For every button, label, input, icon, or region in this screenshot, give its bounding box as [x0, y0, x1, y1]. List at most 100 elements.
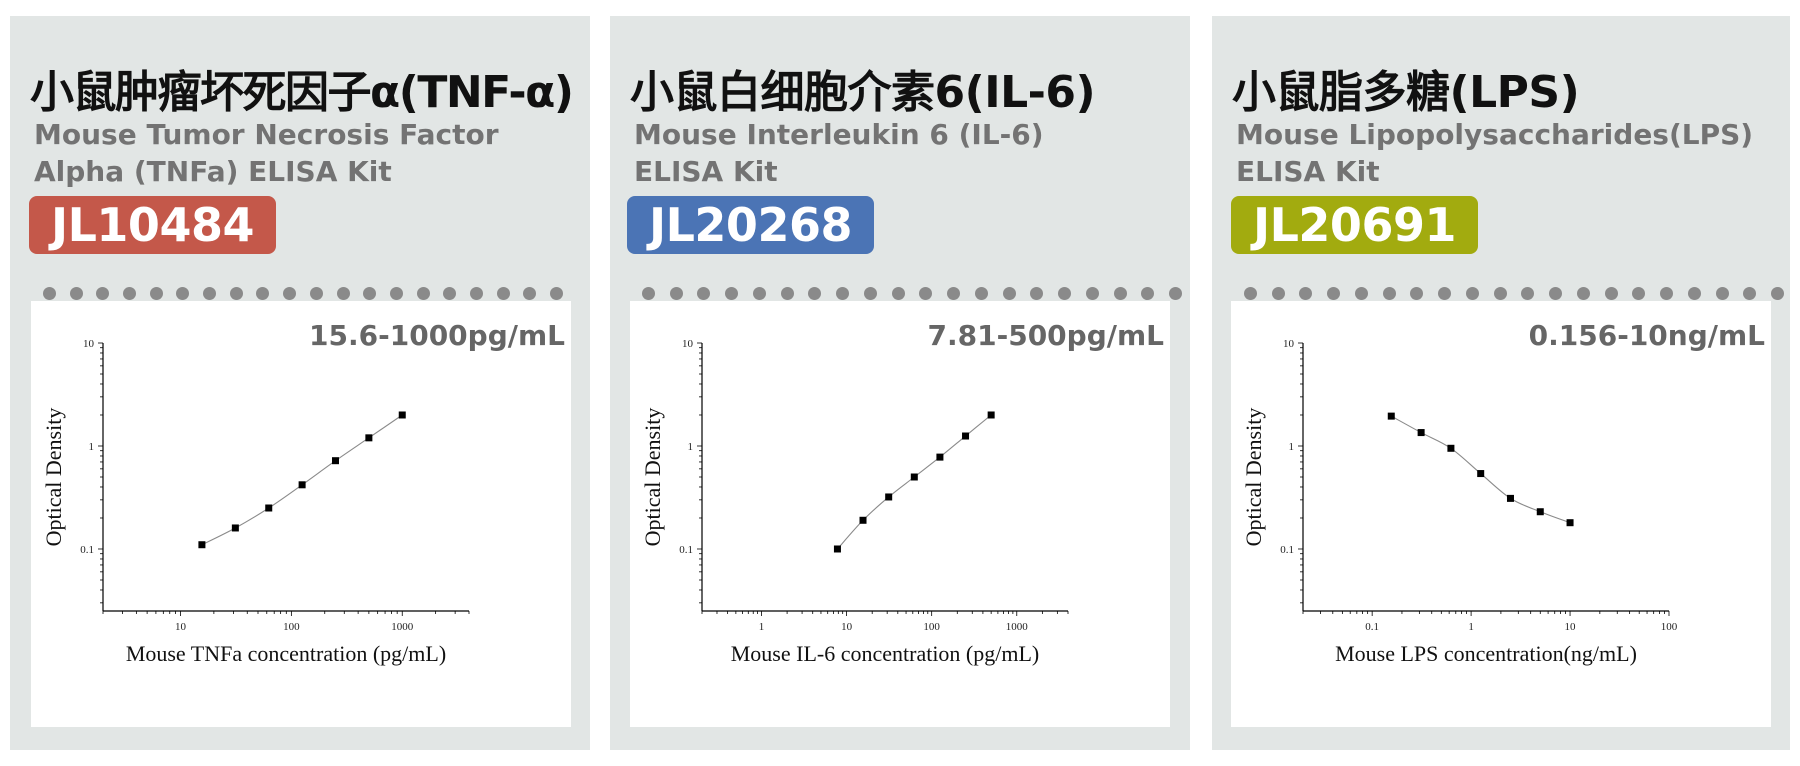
standard-curve-chart: 10 100 1000 0.1 1 10 Mouse TNFa concentration …	[41, 338, 470, 666]
dot-divider	[642, 287, 1182, 301]
y-tick-label: 0.1	[1280, 544, 1294, 556]
divider-dot	[1271, 287, 1285, 300]
range-label: 15.6-1000pg/mL	[309, 319, 565, 352]
divider-dot	[1113, 287, 1127, 300]
subtitle-line: Alpha (TNFa) ELISA Kit	[34, 155, 392, 188]
y-tick-label: 10	[682, 338, 694, 350]
divider-dot	[697, 287, 711, 300]
divider-dot	[974, 287, 988, 300]
data-point	[833, 545, 841, 553]
divider-dot	[229, 287, 243, 300]
divider-dot	[1410, 287, 1424, 300]
x-tick-label: 100	[283, 621, 300, 633]
x-tick-label: 100	[1661, 621, 1678, 633]
data-point	[962, 432, 970, 440]
subtitle-line: ELISA Kit	[634, 155, 778, 188]
divider-dot	[176, 287, 190, 300]
divider-dot	[1058, 287, 1072, 300]
divider-dot	[1549, 287, 1563, 300]
divider-dot	[416, 287, 430, 300]
divider-dot	[1002, 287, 1016, 300]
product-subtitle: Mouse Interleukin 6 (IL-6) ELISA Kit	[634, 116, 1194, 190]
divider-dot	[863, 287, 877, 300]
x-tick-label: 1000	[1006, 621, 1028, 633]
divider-dot	[642, 287, 655, 300]
divider-dot	[1327, 287, 1341, 300]
divider-dot	[1632, 287, 1646, 300]
product-card-tnf: 小鼠肿瘤坏死因子α(TNF-α) Mouse Tumor Necrosis Fa…	[10, 16, 590, 750]
divider-dot	[947, 287, 961, 300]
product-title: 小鼠肿瘤坏死因子α(TNF-α)	[30, 67, 574, 118]
divider-dot	[149, 287, 163, 300]
divider-dot	[1382, 287, 1396, 300]
x-tick-label: 1	[1468, 621, 1474, 633]
data-point	[365, 434, 373, 442]
standard-curve-chart: 1 10 100 1000 0.1 1 10 Mouse IL-6 concentration…	[640, 338, 1069, 666]
divider-dot	[256, 287, 270, 300]
y-tick-label: 1	[1289, 441, 1295, 453]
range-label: 0.156-10ng/mL	[1528, 319, 1765, 352]
y-axis-label: Optical Density	[41, 408, 66, 547]
data-point	[198, 541, 206, 549]
y-tick-label: 0.1	[80, 544, 94, 556]
data-point	[231, 524, 239, 532]
x-axis-label: Mouse IL-6 concentration (pg/mL)	[731, 641, 1040, 666]
data-point	[398, 411, 406, 419]
product-card-lps: 小鼠脂多糖(LPS) Mouse Lipopolysaccharides(LPS…	[1212, 16, 1790, 750]
divider-dot	[1465, 287, 1479, 300]
divider-dot	[1085, 287, 1099, 300]
data-point	[1447, 444, 1455, 452]
divider-dot	[1687, 287, 1701, 300]
divider-dot	[1771, 287, 1784, 300]
y-axis-label: Optical Density	[1241, 408, 1266, 547]
y-tick-label: 1	[89, 441, 95, 453]
data-point	[936, 453, 944, 461]
product-title: 小鼠脂多糖(LPS)	[1232, 67, 1580, 118]
divider-dot	[523, 287, 537, 300]
divider-dot	[550, 287, 563, 300]
catalog-code-badge: JL20268	[627, 196, 874, 254]
y-tick-label: 10	[83, 338, 95, 350]
data-point	[1566, 519, 1574, 527]
divider-dot	[1169, 287, 1182, 300]
divider-dot	[469, 287, 483, 300]
divider-dot	[1141, 287, 1155, 300]
divider-dot	[752, 287, 766, 300]
data-point	[1417, 429, 1425, 437]
divider-dot	[309, 287, 323, 300]
y-tick-label: 0.1	[679, 544, 693, 556]
divider-dot	[1743, 287, 1757, 300]
divider-dot	[669, 287, 683, 300]
divider-dot	[69, 287, 83, 300]
divider-dot	[96, 287, 110, 300]
divider-dot	[836, 287, 850, 300]
subtitle-line: Mouse Lipopolysaccharides(LPS)	[1236, 118, 1754, 151]
divider-dot	[496, 287, 510, 300]
divider-dot	[363, 287, 377, 300]
dot-divider	[43, 287, 563, 301]
x-tick-label: 100	[923, 621, 940, 633]
divider-dot	[1660, 287, 1674, 300]
product-title: 小鼠白细胞介素6(IL-6)	[630, 67, 1096, 118]
y-axis-label: Optical Density	[640, 408, 665, 547]
divider-dot	[123, 287, 137, 300]
range-label: 7.81-500pg/mL	[927, 319, 1164, 352]
divider-dot	[1438, 287, 1452, 300]
x-axis-label: Mouse LPS concentration(ng/mL)	[1335, 641, 1637, 666]
dot-divider	[1244, 287, 1784, 301]
data-point	[1506, 494, 1514, 502]
divider-dot	[1244, 287, 1257, 300]
x-tick-label: 10	[175, 621, 187, 633]
data-point	[910, 473, 918, 481]
data-point	[298, 481, 306, 489]
x-axis-label: Mouse TNFa concentration (pg/mL)	[126, 641, 446, 666]
data-point	[1536, 508, 1544, 516]
x-tick-label: 10	[841, 621, 853, 633]
divider-dot	[389, 287, 403, 300]
divider-dot	[283, 287, 297, 300]
y-tick-label: 10	[1283, 338, 1295, 350]
data-point	[265, 504, 273, 512]
data-point	[1387, 412, 1395, 420]
product-subtitle: Mouse Lipopolysaccharides(LPS) ELISA Kit	[1236, 116, 1796, 190]
x-tick-label: 1000	[391, 621, 414, 633]
